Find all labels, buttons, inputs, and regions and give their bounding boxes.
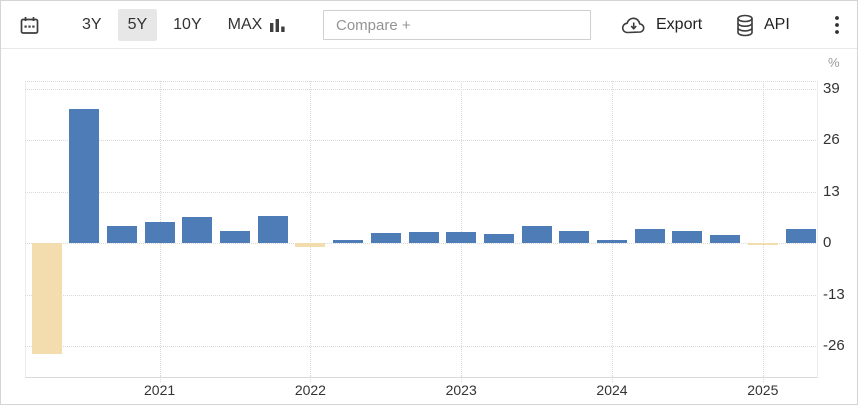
h-gridline (25, 88, 816, 90)
y-axis-unit-label: % (828, 55, 840, 70)
x-tick (461, 376, 463, 382)
y-tick (809, 294, 816, 296)
bar-2024-Q1[interactable] (597, 240, 627, 244)
bar-2022-Q1[interactable] (295, 243, 326, 247)
api-label: API (764, 16, 790, 33)
export-button[interactable]: Export (621, 1, 702, 49)
x-tick (612, 376, 613, 382)
bar-2020-Q3[interactable] (69, 108, 100, 244)
bar-2021-Q1[interactable] (144, 221, 175, 244)
bar-2024-Q2[interactable] (634, 229, 665, 244)
range-selector: 3Y 5Y 10Y MAX (72, 9, 278, 41)
v-gridline (461, 81, 463, 376)
y-axis-label: 13 (823, 182, 840, 200)
bar-2020-Q4[interactable] (106, 226, 137, 244)
y-tick (809, 191, 816, 193)
h-gridline (25, 294, 816, 296)
x-axis-label: 2022 (294, 382, 326, 398)
v-gridline (762, 81, 764, 376)
bar-2023-Q4[interactable] (559, 230, 590, 244)
y-tick (809, 346, 816, 348)
kebab-menu-icon (834, 15, 840, 35)
bar-2023-Q3[interactable] (521, 225, 552, 244)
api-button[interactable]: API (735, 1, 790, 49)
bar-2021-Q3[interactable] (220, 230, 250, 244)
bar-chart-icon (268, 16, 287, 34)
x-tick (762, 376, 764, 382)
h-gridline (25, 191, 816, 193)
bar-2025-Q2[interactable] (785, 229, 816, 244)
y-tick (809, 243, 816, 245)
range-button-max[interactable]: MAX (218, 9, 273, 41)
bar-2021-Q2[interactable] (182, 217, 213, 244)
bar-2024-Q4[interactable] (710, 235, 741, 244)
bar-2025-Q1[interactable] (747, 243, 778, 246)
bar-2023-Q1[interactable] (446, 232, 477, 244)
h-gridline (25, 243, 816, 245)
y-axis-label: -26 (823, 337, 845, 355)
h-gridline (25, 140, 816, 142)
gdp-growth-bar-chart: 39 26 13 0 -13 -26 2021 2022 2023 2024 2025% (1, 49, 857, 404)
bar-2022-Q2[interactable] (333, 240, 364, 244)
v-gridline (612, 81, 613, 376)
export-label: Export (656, 16, 703, 33)
calendar-button[interactable] (15, 10, 43, 40)
toolbar: 3Y 5Y 10Y MAX (1, 1, 857, 49)
bar-2021-Q4[interactable] (257, 216, 288, 244)
more-options-button[interactable] (825, 11, 849, 39)
calendar-icon (19, 15, 40, 36)
compare-field-wrap (323, 10, 591, 40)
y-axis-label: 26 (823, 131, 840, 149)
v-gridline (310, 81, 312, 376)
bar-2022-Q4[interactable] (408, 231, 439, 244)
bar-2023-Q2[interactable] (483, 233, 514, 244)
chart-type-button[interactable] (262, 11, 292, 39)
y-tick (809, 88, 816, 90)
database-icon (735, 14, 755, 37)
x-axis-label: 2025 (747, 382, 779, 398)
compare-input[interactable] (323, 10, 591, 40)
range-button-3y[interactable]: 3Y (72, 9, 112, 41)
x-tick (310, 376, 312, 382)
y-axis-label: -13 (823, 285, 845, 303)
x-tick (159, 376, 161, 382)
bar-2020-Q2[interactable] (31, 243, 62, 355)
range-button-10y[interactable]: 10Y (163, 9, 211, 41)
x-axis-label: 2024 (596, 382, 628, 398)
plot-area (25, 81, 818, 378)
range-button-5y[interactable]: 5Y (117, 9, 158, 41)
h-gridline (25, 346, 816, 348)
y-axis-label: 39 (823, 79, 840, 97)
bar-2024-Q3[interactable] (672, 230, 703, 244)
cloud-download-icon (621, 16, 647, 35)
bar-2022-Q3[interactable] (370, 233, 401, 244)
x-axis-label: 2021 (144, 382, 176, 398)
x-axis-label: 2023 (445, 382, 477, 398)
y-tick (809, 140, 816, 142)
y-axis-label: 0 (823, 234, 832, 252)
